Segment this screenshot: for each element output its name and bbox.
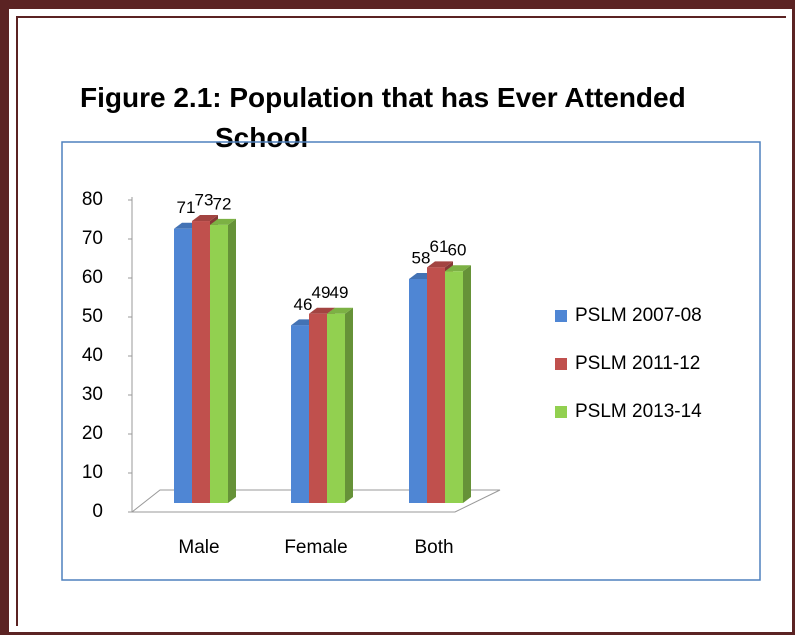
bar — [327, 307, 353, 503]
data-label: 60 — [448, 241, 467, 260]
y-tick-label: 30 — [82, 384, 103, 405]
bar-top — [445, 265, 471, 272]
bar-side — [463, 265, 471, 503]
data-label: 71 — [177, 198, 196, 217]
bar-side — [228, 218, 236, 503]
y-tick-label: 40 — [82, 345, 103, 366]
chart-box — [61, 141, 761, 581]
bar-front — [210, 224, 228, 503]
x-tick-label: Male — [178, 537, 219, 558]
bar-front — [291, 325, 309, 503]
data-label: 46 — [294, 295, 313, 314]
data-label: 73 — [195, 191, 214, 210]
bar-top — [309, 307, 335, 314]
bar-top — [210, 218, 236, 225]
bar-top — [192, 215, 218, 222]
legend-swatch — [555, 358, 567, 370]
data-label: 49 — [312, 283, 331, 302]
legend-label: PSLM 2013-14 — [575, 401, 702, 422]
x-tick-label: Female — [284, 537, 347, 558]
bar-top — [327, 307, 353, 314]
bar-front — [445, 271, 463, 503]
bar-top — [427, 261, 453, 268]
bar-front — [327, 313, 345, 503]
y-tick-label: 60 — [82, 267, 103, 288]
y-tick-label: 80 — [82, 189, 103, 210]
bar-front — [427, 267, 445, 503]
bar-front — [309, 313, 327, 503]
y-tick-label: 20 — [82, 423, 103, 444]
bar — [210, 218, 236, 503]
legend-label: PSLM 2007-08 — [575, 305, 702, 326]
inner-frame — [16, 16, 786, 626]
y-tick-label: 50 — [82, 306, 103, 327]
legend-label: PSLM 2011-12 — [575, 353, 700, 374]
bar-front — [409, 278, 427, 503]
data-label: 58 — [412, 248, 431, 267]
data-label: 49 — [330, 283, 349, 302]
bar — [445, 265, 471, 503]
data-label: 72 — [213, 194, 232, 213]
y-tick-label: 10 — [82, 462, 103, 483]
data-label: 61 — [430, 237, 449, 256]
y-tick-label: 0 — [92, 501, 103, 522]
bar-front — [174, 228, 192, 503]
bar-front — [192, 221, 210, 503]
y-tick-label: 70 — [82, 228, 103, 249]
bar-side — [345, 307, 353, 503]
x-tick-label: Both — [414, 537, 453, 558]
legend-swatch — [555, 406, 567, 418]
chart-title: Figure 2.1: Population that has Ever Att… — [80, 82, 686, 153]
legend-swatch — [555, 310, 567, 322]
